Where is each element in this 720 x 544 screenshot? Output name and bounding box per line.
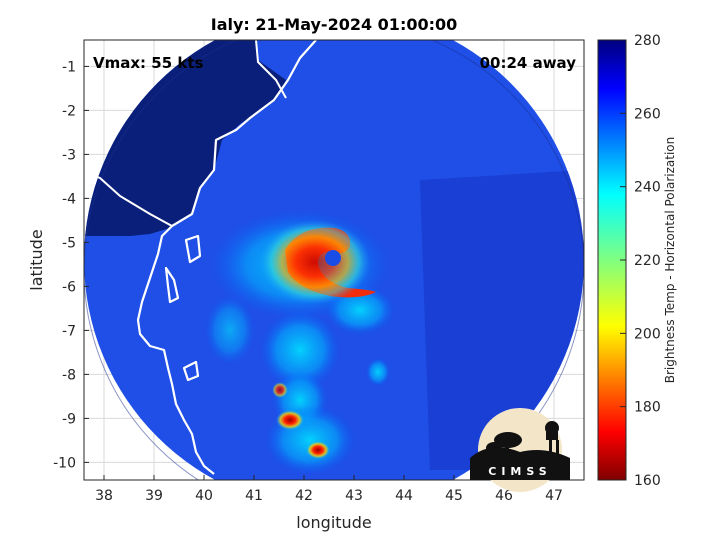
swath-features bbox=[84, 40, 584, 475]
y-axis: -1 -2 -3 -4 -5 -6 -7 -8 -9 -10 bbox=[53, 59, 89, 471]
colorbar-tick-label: 220 bbox=[634, 253, 661, 269]
y-tick-label: -4 bbox=[62, 191, 76, 207]
tail-hot-3 bbox=[272, 382, 288, 398]
x-tick-label: 45 bbox=[445, 488, 463, 504]
y-axis-label: latitude bbox=[27, 229, 46, 290]
colorbar-tick-label: 260 bbox=[634, 106, 661, 122]
x-tick-label: 46 bbox=[495, 488, 513, 504]
colorbar-tick-label: 200 bbox=[634, 326, 661, 342]
x-tick-label: 47 bbox=[545, 488, 563, 504]
y-tick-label: -5 bbox=[62, 235, 76, 251]
y-tick-label: -1 bbox=[62, 59, 76, 75]
colorbar-tick-label: 240 bbox=[634, 180, 661, 196]
x-tick-label: 39 bbox=[145, 488, 163, 504]
x-axis: 38 39 40 41 42 43 44 45 46 47 bbox=[95, 475, 563, 504]
colorbar-ticks: 160 180 200 220 240 260 280 bbox=[620, 33, 661, 489]
y-tick-label: -3 bbox=[62, 147, 76, 163]
vmax-annotation: Vmax: 55 kts bbox=[93, 54, 203, 72]
time-away-annotation: 00:24 away bbox=[480, 54, 577, 72]
cimss-logo: CIMSS bbox=[470, 408, 570, 492]
x-tick-label: 40 bbox=[195, 488, 213, 504]
chart-title: Ialy: 21-May-2024 01:00:00 bbox=[211, 15, 458, 34]
y-tick-label: -9 bbox=[62, 411, 76, 427]
y-tick-label: -8 bbox=[62, 367, 76, 383]
tail-hot-1 bbox=[276, 410, 304, 430]
coastline bbox=[136, 40, 317, 475]
country-borders bbox=[84, 40, 287, 227]
x-tick-label: 38 bbox=[95, 488, 113, 504]
colorbar-tick-label: 180 bbox=[634, 400, 661, 416]
axes-frame bbox=[83, 39, 585, 481]
y-tick-label: -7 bbox=[62, 323, 76, 339]
colorbar-tick-label: 280 bbox=[634, 33, 661, 49]
colorbar-tick-label: 160 bbox=[634, 473, 661, 489]
y-tick-label: -2 bbox=[62, 103, 76, 119]
swath-layer bbox=[84, 40, 584, 480]
logo-text: CIMSS bbox=[488, 465, 551, 478]
band-south bbox=[260, 310, 340, 390]
core-glow bbox=[260, 220, 370, 304]
y-tick-label: -10 bbox=[53, 455, 76, 471]
tail-hot-2 bbox=[306, 441, 330, 459]
east-dark-strip bbox=[420, 170, 584, 470]
colorbar-label: Brightness Temp - Horizontal Polarizatio… bbox=[663, 137, 677, 384]
band-east bbox=[366, 358, 390, 386]
x-tick-label: 44 bbox=[395, 488, 413, 504]
band-west bbox=[205, 295, 255, 365]
eye bbox=[325, 250, 341, 266]
x-axis-label: longitude bbox=[296, 513, 371, 532]
x-tick-label: 42 bbox=[295, 488, 313, 504]
x-tick-label: 41 bbox=[245, 488, 263, 504]
x-tick-label: 43 bbox=[345, 488, 363, 504]
y-tick-label: -6 bbox=[62, 279, 76, 295]
